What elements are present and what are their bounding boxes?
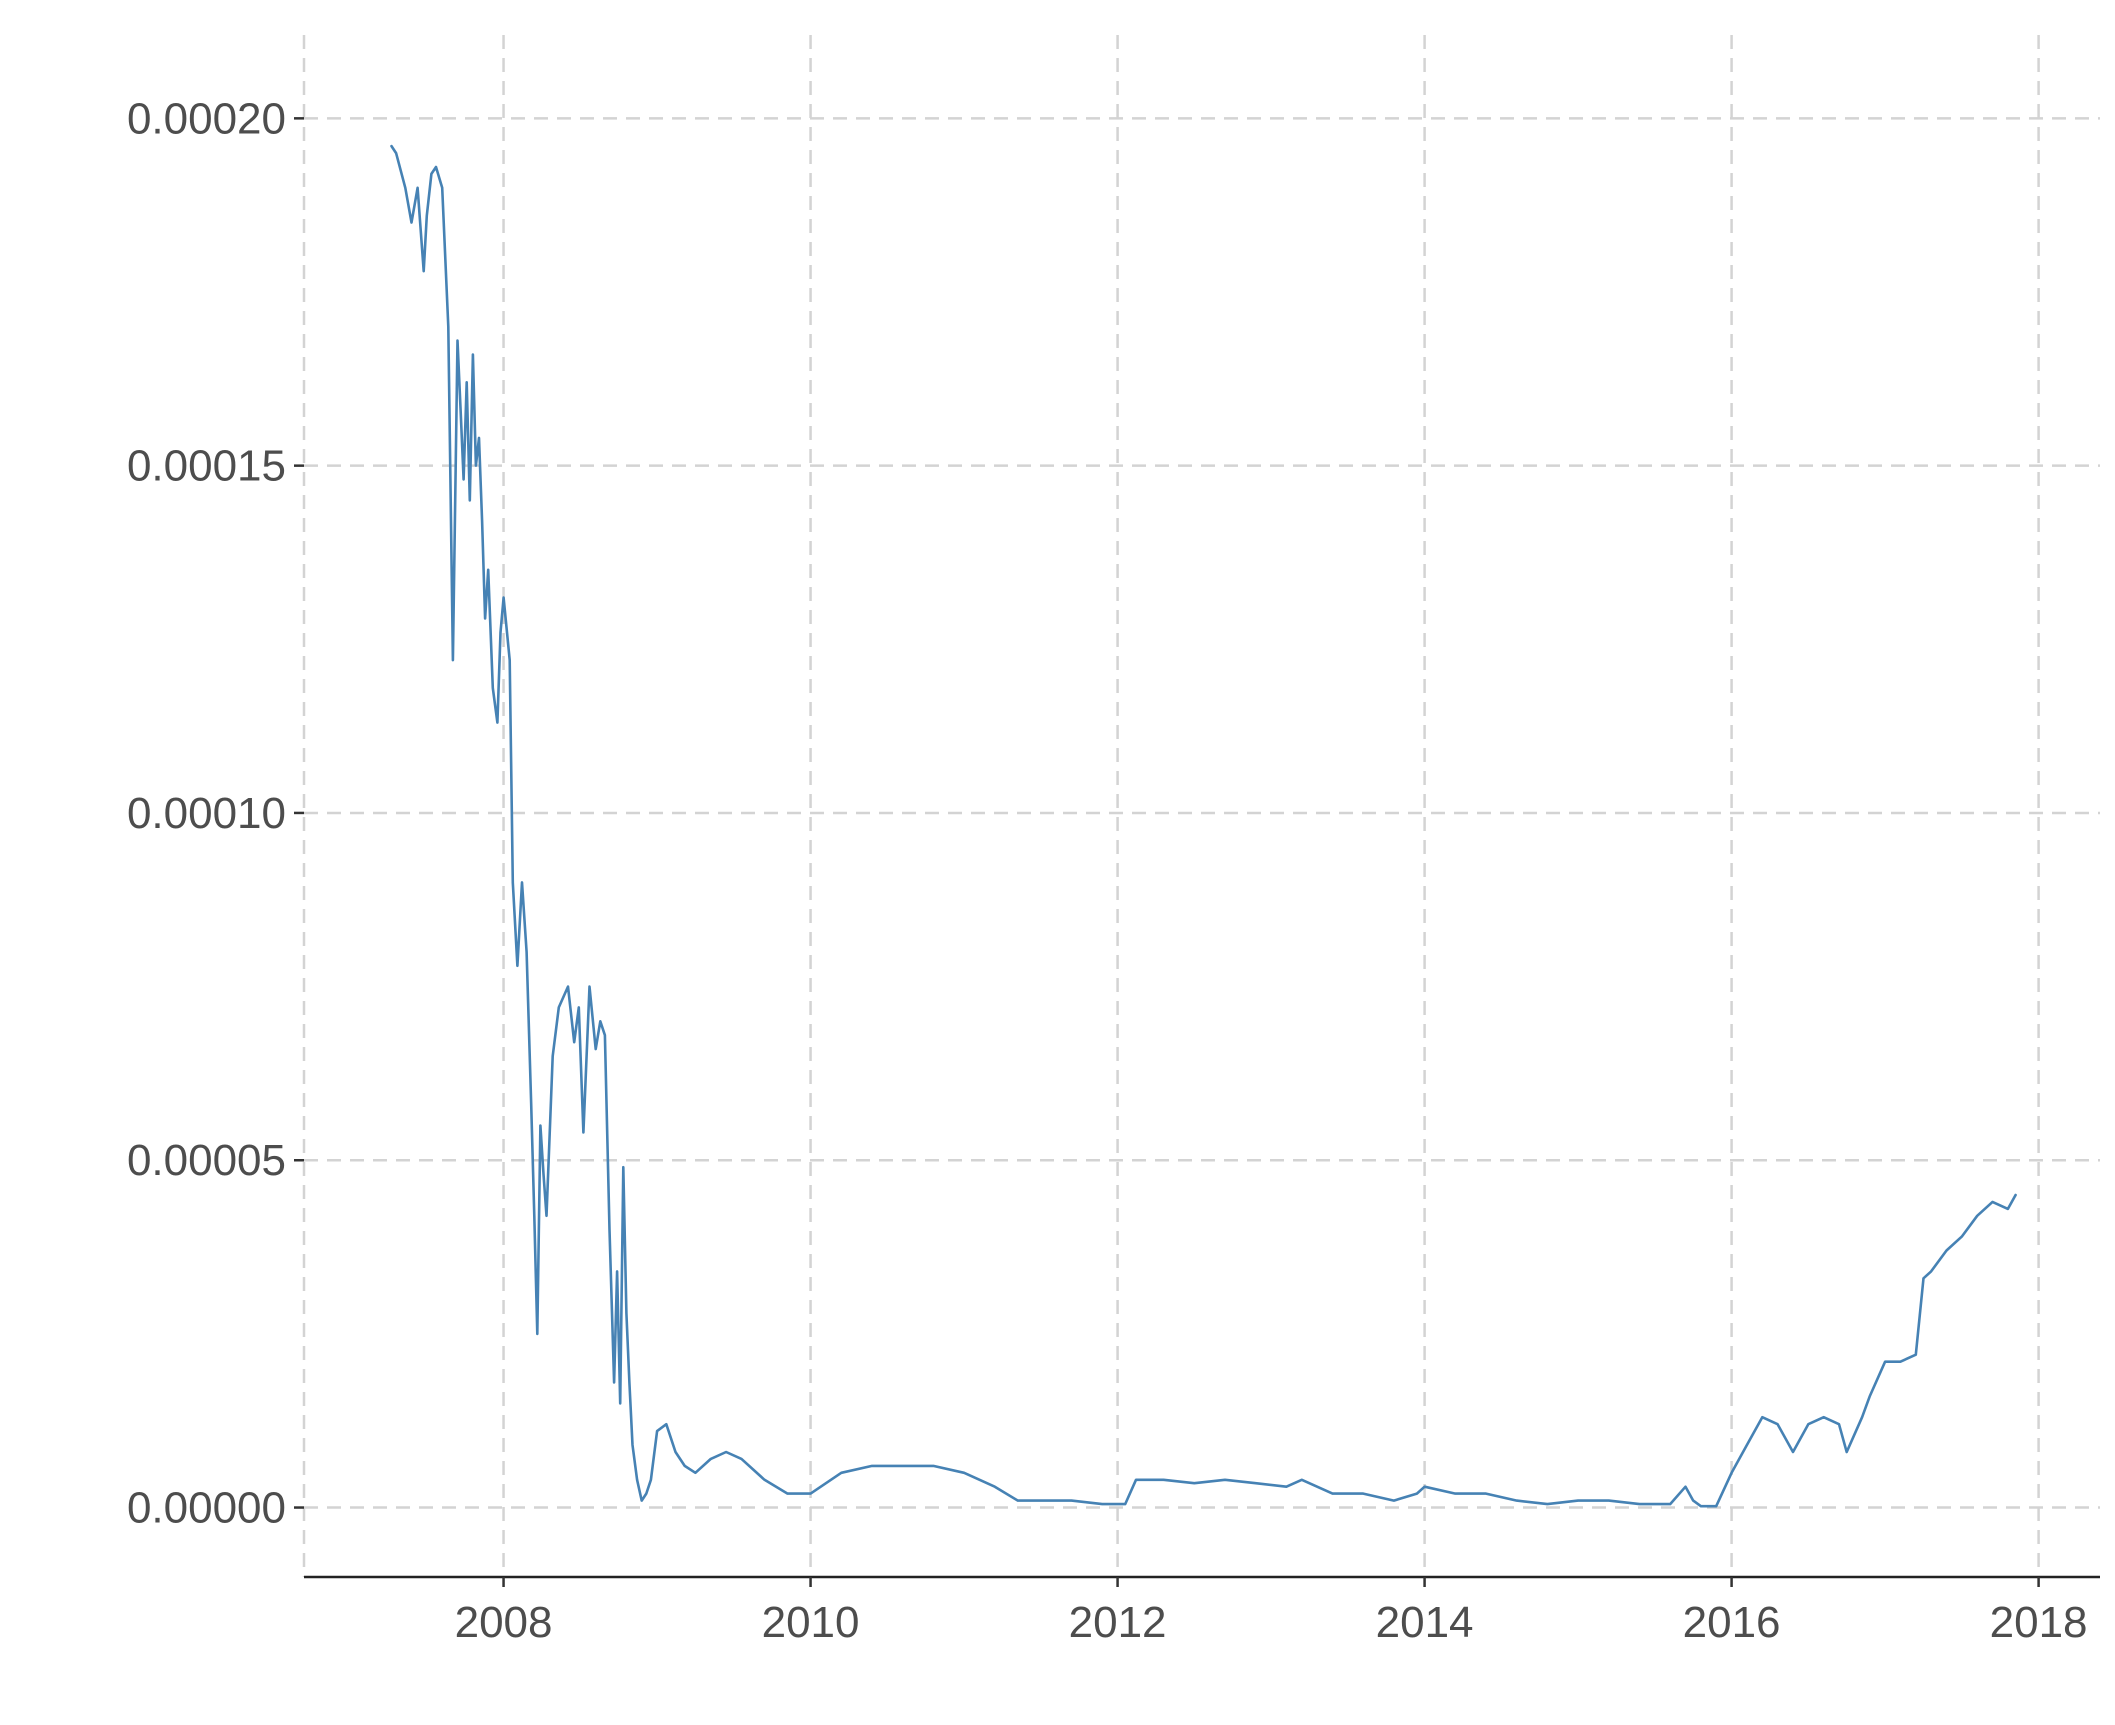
series-layer <box>390 144 2017 1508</box>
series-line <box>390 144 2017 1508</box>
x-tick-label: 2018 <box>1990 1598 2088 1647</box>
x-tick-label: 2010 <box>762 1598 860 1647</box>
y-tick-label: 0.00005 <box>127 1136 286 1185</box>
horizontal-gridlines <box>304 117 2100 1509</box>
y-axis-ticks: 0.00000 0.00005 0.00010 0.00015 0.00020 <box>127 94 304 1533</box>
x-tick-label: 2016 <box>1683 1598 1781 1647</box>
y-tick-label: 0.00000 <box>127 1484 286 1533</box>
y-tick-label: 0.00010 <box>127 789 286 838</box>
y-tick-label: 0.00020 <box>127 94 286 143</box>
vertical-gridlines <box>302 35 2040 1577</box>
x-tick-label: 2014 <box>1376 1598 1474 1647</box>
x-tick-label: 2008 <box>455 1598 553 1647</box>
x-tick-label: 2012 <box>1069 1598 1167 1647</box>
y-tick-label: 0.00015 <box>127 442 286 491</box>
x-axis-ticks: 2008 2010 2012 2014 2016 2018 <box>455 1577 2088 1647</box>
